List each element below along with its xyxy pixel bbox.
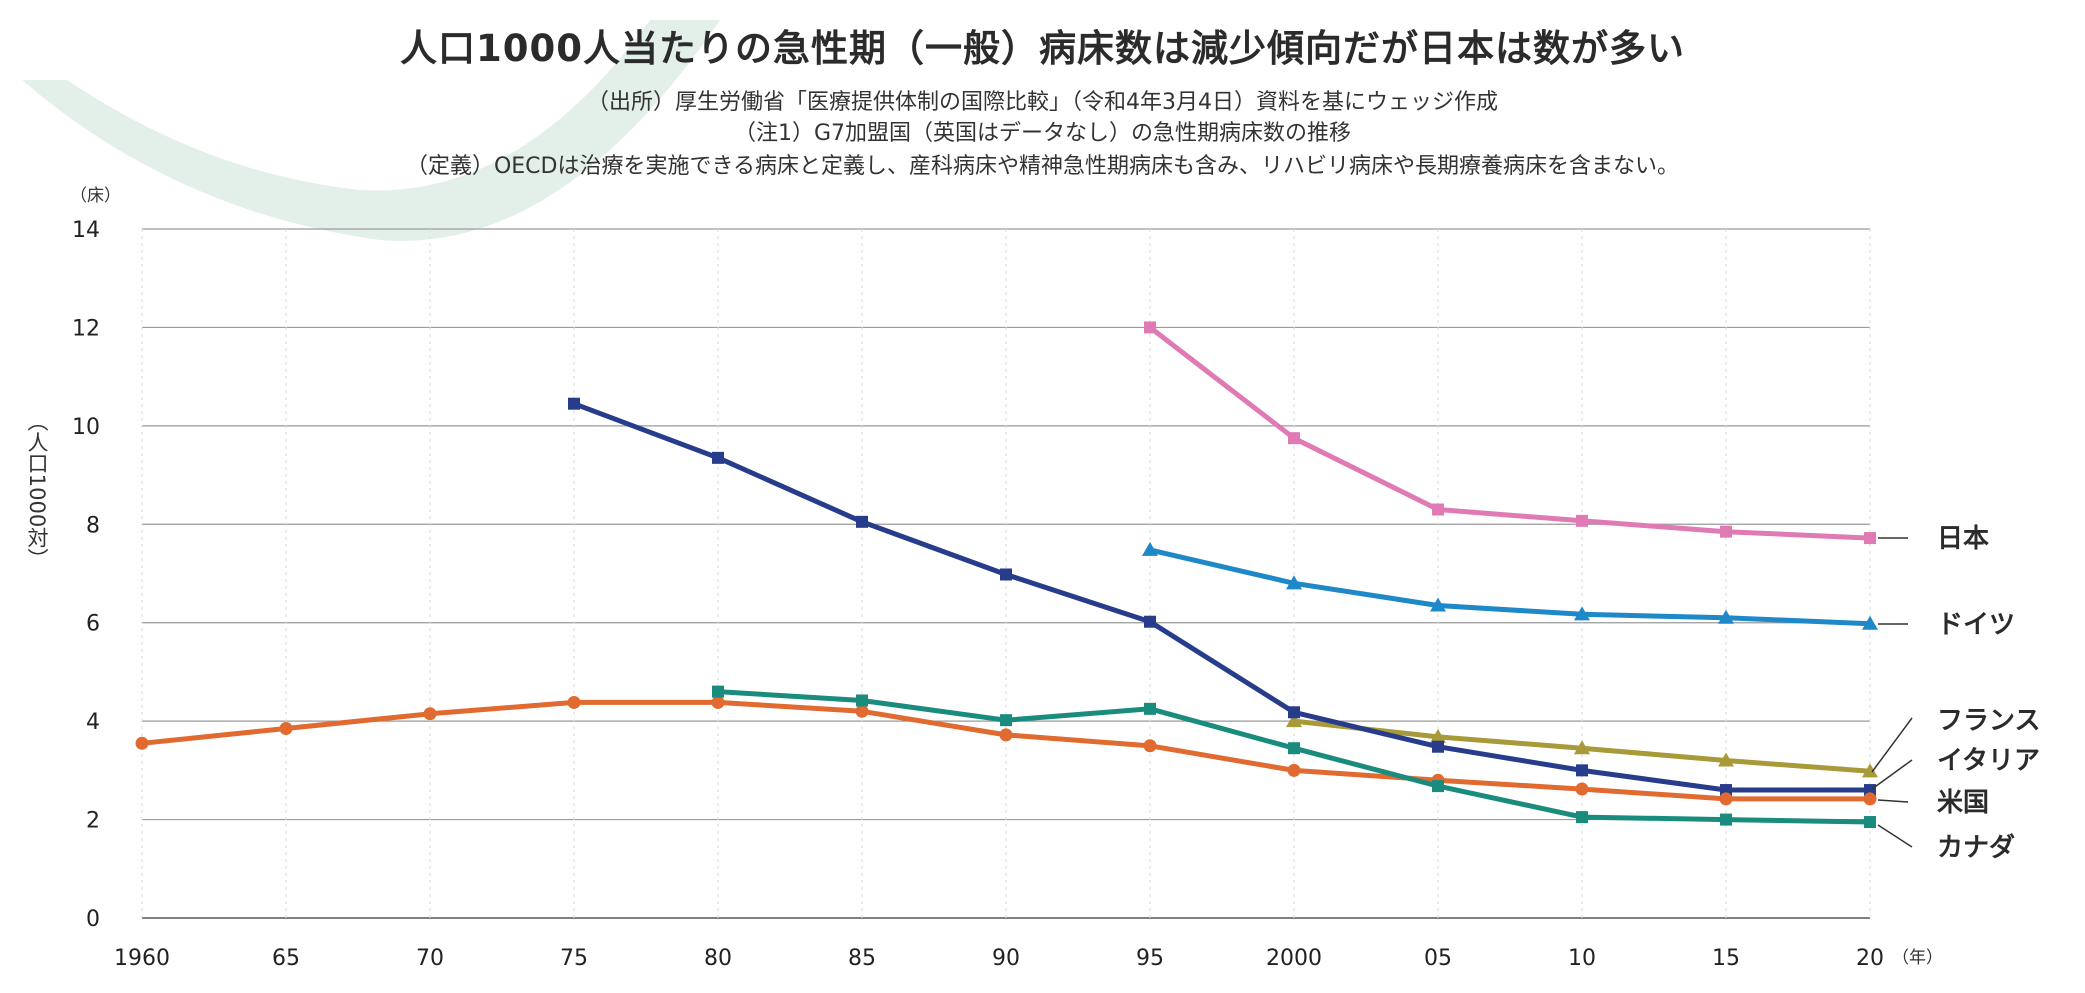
data-point [1576, 514, 1588, 527]
data-point [1144, 321, 1156, 334]
data-point [1432, 780, 1444, 793]
x-tick-label: 70 [416, 946, 444, 971]
data-point [855, 704, 869, 718]
label-leader-line [1877, 824, 1913, 848]
x-tick-label: 1960 [114, 946, 170, 971]
y-tick-label: 0 [86, 907, 100, 932]
x-unit-label: （年） [1892, 948, 1943, 968]
data-point [1574, 606, 1590, 621]
label-leader-line [1871, 759, 1913, 790]
x-tick-label: 80 [704, 946, 732, 971]
data-point [1718, 609, 1734, 624]
data-point [567, 695, 581, 709]
data-point [1718, 752, 1734, 767]
series-line-日本 [1148, 325, 1871, 541]
data-point [712, 451, 724, 464]
y-tick-label: 14 [72, 218, 100, 243]
series-label: 日本 [1937, 524, 1989, 554]
x-tick-label: 15 [1712, 946, 1740, 971]
data-point [712, 685, 724, 698]
data-point [1287, 763, 1301, 777]
series-label: 米国 [1937, 788, 1989, 818]
y-unit-label: （床） [70, 186, 121, 206]
data-point [1000, 714, 1012, 727]
data-point [856, 515, 868, 528]
x-tick-label: 2000 [1266, 946, 1322, 971]
data-point [1864, 816, 1876, 829]
series-line-イタリア [573, 401, 1870, 793]
data-point [1574, 740, 1590, 755]
y-tick-label: 12 [72, 316, 100, 341]
x-tick-label: 05 [1424, 946, 1452, 971]
series-label: カナダ [1937, 832, 2015, 863]
chart-note: （注1）G7加盟国（英国はデータなし）の急性期病床数の推移 [733, 121, 1352, 146]
x-tick-label: 75 [560, 946, 588, 971]
data-point [1719, 792, 1733, 806]
data-point [1144, 615, 1156, 628]
data-point [1288, 706, 1300, 719]
data-point [423, 707, 437, 721]
data-point [1430, 597, 1446, 612]
data-point [1000, 568, 1012, 581]
chart-title: 人口1000人当たりの急性期（一般）病床数は減少傾向だが日本は数が多い [400, 27, 1685, 70]
x-tick-label: 10 [1568, 946, 1596, 971]
y-tick-label: 2 [86, 809, 100, 834]
series-label: イタリア [1937, 746, 2040, 776]
data-point [1720, 813, 1732, 826]
label-leader-line [1877, 799, 1909, 803]
data-point [135, 736, 149, 750]
chart-definition: （定義）OECDは治療を実施できる病床と定義し、産科病床や精神急性期病床も含み、… [405, 154, 1680, 179]
data-point [1575, 782, 1589, 796]
data-point [1720, 784, 1732, 797]
x-tick-label: 20 [1856, 946, 1884, 971]
data-point [1286, 575, 1302, 590]
data-point [1862, 763, 1878, 778]
data-point [1576, 764, 1588, 777]
series-line-ドイツ [1149, 547, 1871, 627]
y-tick-label: 8 [86, 513, 100, 538]
data-point [1862, 615, 1878, 630]
x-tick-label: 65 [272, 946, 300, 971]
y-axis: 0 2 4 6 8 10 12 14 （床） （人口1000対） [25, 186, 121, 932]
series-label: ドイツ [1937, 610, 2015, 640]
label-leader-line [1871, 717, 1913, 773]
chart-source: （出所）厚生労働省「医療提供体制の国際比較」（令和4年3月4日）資料を基にウェッ… [587, 90, 1498, 115]
x-tick-label: 95 [1136, 946, 1164, 971]
y-tick-label: 6 [86, 612, 100, 637]
data-point [1144, 702, 1156, 715]
y-tick-label: 10 [72, 415, 100, 440]
data-point [856, 694, 868, 707]
data-point [1576, 811, 1588, 824]
series-label: フランス [1937, 706, 2040, 736]
x-tick-label: 90 [992, 946, 1020, 971]
data-point [999, 728, 1013, 742]
data-point [1142, 541, 1158, 556]
data-point [568, 397, 580, 410]
data-point [1720, 525, 1732, 538]
data-point [1288, 432, 1300, 445]
data-point [1143, 739, 1157, 753]
series-lines [135, 321, 1878, 829]
data-point [1864, 532, 1876, 545]
data-point [1864, 784, 1876, 797]
x-tick-label: 85 [848, 946, 876, 971]
y-axis-title: （人口1000対） [25, 411, 49, 569]
data-point [711, 695, 725, 709]
data-point [1863, 792, 1877, 806]
data-point [1432, 503, 1444, 516]
y-tick-label: 4 [86, 710, 100, 735]
x-axis: 1960 65 70 75 80 85 90 95 2000 05 10 15 20 （年） [114, 946, 1943, 971]
data-point [1288, 742, 1300, 755]
data-point [279, 722, 293, 736]
data-point [1430, 728, 1446, 743]
data-point [1286, 713, 1302, 728]
data-point [1432, 740, 1444, 753]
